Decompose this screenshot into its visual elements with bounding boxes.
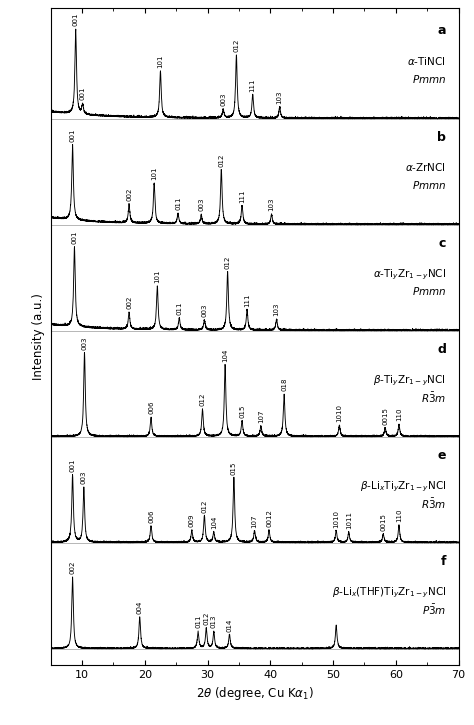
Text: 009: 009 — [189, 513, 195, 527]
Text: $R\bar{3}m$: $R\bar{3}m$ — [421, 497, 446, 511]
Text: 012: 012 — [200, 393, 206, 406]
Text: $\beta$-Li$_x$(THF)Ti$_y$Zr$_{1-y}$NCl: $\beta$-Li$_x$(THF)Ti$_y$Zr$_{1-y}$NCl — [332, 585, 446, 600]
Text: $\alpha$-ZrNCl: $\alpha$-ZrNCl — [405, 161, 446, 173]
Text: $\beta$-Li$_x$Ti$_y$Zr$_{1-y}$NCl: $\beta$-Li$_x$Ti$_y$Zr$_{1-y}$NCl — [360, 479, 446, 494]
Text: $P\bar{3}m$: $P\bar{3}m$ — [422, 603, 446, 617]
X-axis label: 2$\theta$ (degree, Cu K$\alpha_1$): 2$\theta$ (degree, Cu K$\alpha_1$) — [196, 685, 314, 703]
Text: 015: 015 — [239, 405, 245, 418]
Text: 003: 003 — [201, 304, 208, 317]
Text: 0015: 0015 — [380, 513, 386, 531]
Text: 110: 110 — [396, 408, 402, 421]
Text: 001: 001 — [70, 128, 75, 142]
Text: 001: 001 — [70, 458, 75, 472]
Text: b: b — [437, 130, 446, 144]
Text: 014: 014 — [227, 618, 232, 631]
Text: 006: 006 — [148, 510, 154, 523]
Text: 012: 012 — [203, 612, 209, 625]
Text: 103: 103 — [277, 91, 283, 104]
Text: 104: 104 — [222, 348, 228, 362]
Text: $Pmmn$: $Pmmn$ — [412, 72, 446, 85]
Text: 001: 001 — [73, 13, 79, 26]
Text: e: e — [438, 449, 446, 462]
Text: 003: 003 — [198, 198, 204, 212]
Text: 015: 015 — [231, 461, 237, 475]
Text: 003: 003 — [82, 336, 88, 350]
Text: 101: 101 — [155, 270, 160, 283]
Text: 018: 018 — [281, 378, 287, 392]
Text: 103: 103 — [273, 303, 280, 316]
Text: $R\bar{3}m$: $R\bar{3}m$ — [421, 391, 446, 405]
Text: 011: 011 — [175, 197, 181, 210]
Text: $\alpha$-Ti$_y$Zr$_{1-y}$NCl: $\alpha$-Ti$_y$Zr$_{1-y}$NCl — [373, 268, 446, 281]
Text: 011: 011 — [176, 302, 182, 315]
Text: 003: 003 — [81, 471, 87, 484]
Text: d: d — [437, 342, 446, 355]
Text: 0015: 0015 — [382, 407, 388, 425]
Text: c: c — [438, 236, 446, 249]
Text: 1010: 1010 — [337, 405, 342, 423]
Text: 004: 004 — [137, 601, 143, 614]
Text: 1011: 1011 — [346, 511, 352, 529]
Text: 012: 012 — [219, 154, 224, 167]
Text: 111: 111 — [239, 189, 245, 203]
Text: 111: 111 — [250, 78, 255, 91]
Text: $Pmmn$: $Pmmn$ — [412, 179, 446, 191]
Text: 013: 013 — [211, 615, 217, 629]
Text: 002: 002 — [126, 296, 132, 310]
Y-axis label: Intensity (a.u.): Intensity (a.u.) — [32, 293, 45, 380]
Text: $\alpha$-TiNCl: $\alpha$-TiNCl — [407, 55, 446, 67]
Text: 101: 101 — [157, 54, 164, 68]
Text: 002: 002 — [126, 188, 132, 201]
Text: 107: 107 — [258, 410, 264, 423]
Text: 101: 101 — [151, 167, 157, 181]
Text: 104: 104 — [211, 515, 217, 529]
Text: 011: 011 — [195, 615, 201, 629]
Text: 107: 107 — [252, 514, 257, 528]
Text: 0012: 0012 — [266, 509, 272, 527]
Text: 003: 003 — [220, 93, 226, 106]
Text: a: a — [438, 25, 446, 38]
Text: 110: 110 — [396, 509, 402, 522]
Text: 111: 111 — [244, 293, 250, 307]
Text: f: f — [440, 555, 446, 568]
Text: 1010: 1010 — [333, 510, 339, 528]
Text: $Pmmn$: $Pmmn$ — [412, 285, 446, 297]
Text: 012: 012 — [233, 39, 239, 52]
Text: $\beta$-Ti$_y$Zr$_{1-y}$NCl: $\beta$-Ti$_y$Zr$_{1-y}$NCl — [373, 373, 446, 388]
Text: 001: 001 — [72, 231, 77, 244]
Text: 012: 012 — [225, 255, 231, 269]
Text: 002: 002 — [70, 561, 75, 574]
Text: 001: 001 — [80, 87, 86, 101]
Text: 103: 103 — [269, 198, 274, 211]
Text: 012: 012 — [201, 499, 208, 513]
Text: 006: 006 — [148, 401, 154, 415]
